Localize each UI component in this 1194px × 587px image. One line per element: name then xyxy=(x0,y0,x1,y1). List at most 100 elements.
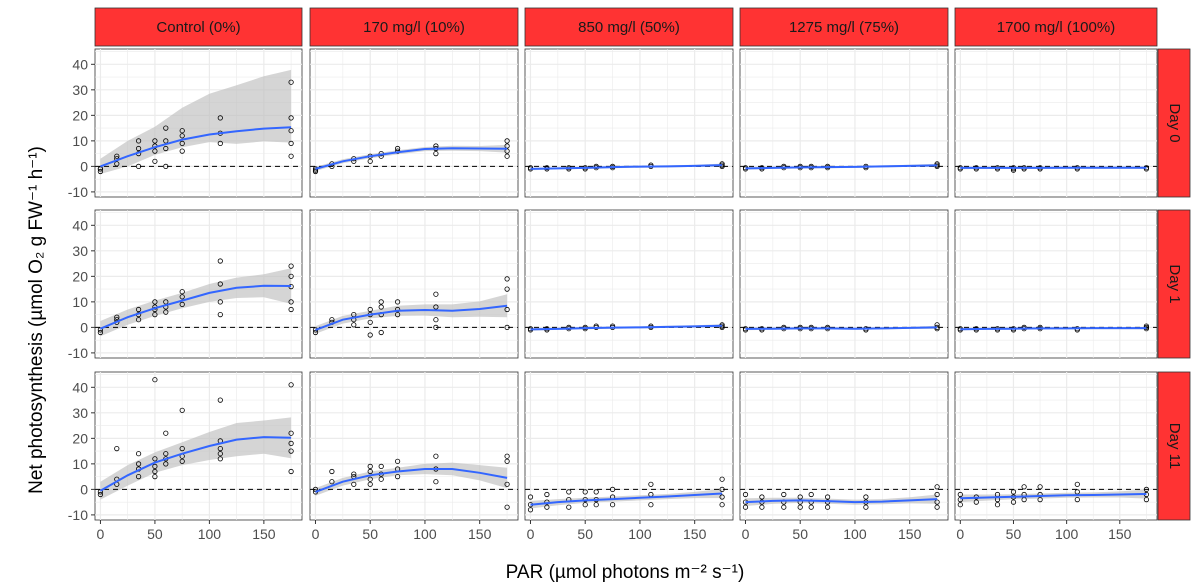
data-point xyxy=(742,504,749,510)
data-point xyxy=(566,504,572,510)
data-point xyxy=(566,324,572,330)
data-point xyxy=(152,158,158,164)
data-point xyxy=(136,306,142,313)
data-point xyxy=(288,79,294,85)
data-point xyxy=(312,329,319,336)
smooth-line-day-0-850-mg-l-50 xyxy=(530,164,723,170)
data-point xyxy=(378,463,384,469)
x-tick-label: 50 xyxy=(577,526,593,542)
data-point xyxy=(179,294,185,300)
data-point xyxy=(808,324,814,330)
data-point xyxy=(1021,484,1027,490)
data-point xyxy=(351,481,357,487)
panel-frame-day-1-850-mg-l-50 xyxy=(524,209,734,359)
smooth-line-day-11-control-0 xyxy=(99,436,292,492)
data-point xyxy=(179,301,185,307)
panel-frame-day-0-1275-mg-l-75 xyxy=(739,48,949,198)
y-tick-label: 0 xyxy=(80,481,88,497)
data-point xyxy=(934,491,940,498)
row-strip-label: Day 0 xyxy=(1166,103,1183,142)
data-point xyxy=(114,445,120,452)
data-point xyxy=(114,314,120,320)
y-tick-label: 30 xyxy=(72,243,88,259)
data-point xyxy=(544,491,550,498)
data-point xyxy=(504,153,510,159)
data-point xyxy=(163,461,169,467)
data-point xyxy=(1074,481,1080,487)
data-point xyxy=(504,286,510,292)
row-strip-label: Day 11 xyxy=(1166,423,1183,469)
data-point xyxy=(582,502,588,508)
data-point xyxy=(609,502,616,508)
data-point xyxy=(742,491,749,498)
data-point xyxy=(863,504,869,510)
data-point xyxy=(288,468,294,475)
data-point xyxy=(797,324,803,330)
axis-titles: PAR (µmol photons m⁻² s⁻¹) Net photosynt… xyxy=(26,146,744,583)
smooth-line-day-0-170-mg-l-10 xyxy=(315,147,508,170)
column-strip-label: 1700 mg/l (100%) xyxy=(997,19,1115,36)
data-point xyxy=(994,502,1001,508)
column-strip-label: 1275 mg/l (75%) xyxy=(789,19,899,36)
data-point xyxy=(957,491,963,498)
column-strip-label: 850 mg/l (50%) xyxy=(578,19,680,36)
data-point xyxy=(394,458,401,464)
data-point xyxy=(824,324,831,330)
data-point xyxy=(1143,496,1150,503)
column-strip-label: Control (0%) xyxy=(156,19,240,36)
x-tick-label: 150 xyxy=(898,526,922,542)
y-tick-label: 30 xyxy=(72,82,88,98)
data-point xyxy=(504,504,510,510)
data-point xyxy=(808,491,814,498)
data-point xyxy=(1010,489,1017,495)
data-point xyxy=(179,445,185,452)
y-tick-label: 20 xyxy=(72,430,88,446)
x-tick-label: 150 xyxy=(1108,526,1132,542)
data-point xyxy=(719,502,725,508)
data-point xyxy=(433,291,439,297)
data-point xyxy=(504,481,510,487)
data-point xyxy=(163,138,169,144)
data-point xyxy=(217,281,223,287)
y-tick-label: 30 xyxy=(72,405,88,421)
data-point xyxy=(288,430,294,436)
data-point xyxy=(217,451,223,457)
x-tick-label: 150 xyxy=(683,526,707,542)
x-tick-label: 150 xyxy=(252,526,276,542)
data-point xyxy=(994,327,1001,333)
data-point xyxy=(163,163,169,169)
data-point xyxy=(824,494,831,500)
x-tick-label: 50 xyxy=(362,526,378,542)
data-point xyxy=(136,163,142,169)
y-tick-label: 0 xyxy=(80,319,88,335)
axis-ticks: -10 0 10 20 30 40 -10 0 10 20 30 40 -10 0 10 20 30 40 0 50 1… xyxy=(68,56,1132,542)
x-tick-label: 0 xyxy=(312,526,320,542)
x-axis-title: PAR (µmol photons m⁻² s⁻¹) xyxy=(506,562,745,583)
data-point xyxy=(367,476,373,482)
data-point xyxy=(288,153,294,159)
data-point xyxy=(179,407,185,413)
x-tick-label: 100 xyxy=(628,526,652,542)
data-point xyxy=(593,489,599,495)
panel-frame-day-1-1700-mg-l-100 xyxy=(954,209,1158,359)
data-point xyxy=(781,324,787,330)
confidence-band-day-0-control-0 xyxy=(100,69,292,174)
data-point xyxy=(934,504,940,510)
y-tick-label: 10 xyxy=(72,456,88,472)
data-point xyxy=(179,148,185,154)
data-point xyxy=(593,163,599,169)
data-point xyxy=(433,479,439,485)
smooth-line-day-0-1275-mg-l-75 xyxy=(745,164,938,170)
data-point xyxy=(394,473,401,480)
data-point xyxy=(504,148,510,154)
data-point xyxy=(163,125,169,131)
x-tick-label: 50 xyxy=(792,526,808,542)
data-point xyxy=(136,317,142,323)
data-point xyxy=(1037,324,1043,330)
data-point xyxy=(378,476,384,482)
data-point xyxy=(527,494,534,500)
y-tick-label: 20 xyxy=(72,268,88,284)
panel-frame-day-0-850-mg-l-50 xyxy=(524,48,734,198)
y-tick-label: 0 xyxy=(80,158,88,174)
